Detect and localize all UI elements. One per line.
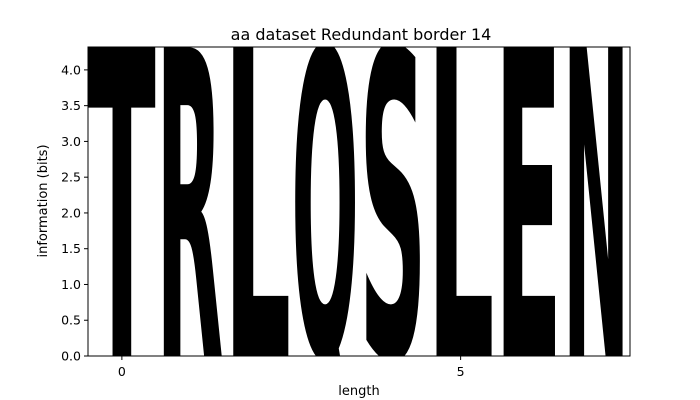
x-tick-label: 5 bbox=[457, 364, 465, 379]
logo-letter-s: S bbox=[359, 0, 427, 400]
y-tick-label: 2.5 bbox=[61, 170, 81, 185]
logo-letter-q: Q bbox=[291, 0, 359, 400]
chart-title: aa dataset Redundant border 14 bbox=[231, 25, 492, 44]
y-tick-label: 3.0 bbox=[61, 134, 81, 149]
y-tick-label: 1.0 bbox=[61, 277, 81, 292]
logo-letter-r: R bbox=[156, 0, 224, 400]
y-tick-label: 4.0 bbox=[61, 62, 81, 77]
x-tick-label: 0 bbox=[118, 364, 126, 379]
logo-letter-n: N bbox=[562, 0, 630, 400]
logo-letter-e: E bbox=[495, 0, 563, 400]
plot-frame bbox=[87, 46, 631, 357]
logo-letter-t: T bbox=[88, 0, 156, 400]
logo-letter-l: L bbox=[224, 0, 292, 400]
y-tick-label: 0.5 bbox=[61, 313, 81, 328]
y-tick-label: 1.5 bbox=[61, 241, 81, 256]
x-axis-label: length bbox=[338, 384, 379, 399]
y-axis-label: information (bits) bbox=[36, 144, 51, 257]
y-axis: 0.0 0.5 1.0 1.5 2.0 2.5 3.0 3.5 4.0 bbox=[61, 62, 88, 364]
logo-letter-l: L bbox=[427, 0, 495, 400]
y-tick-label: 2.0 bbox=[61, 205, 81, 220]
y-tick-label: 0.0 bbox=[61, 349, 81, 364]
y-tick-label: 3.5 bbox=[61, 98, 81, 113]
